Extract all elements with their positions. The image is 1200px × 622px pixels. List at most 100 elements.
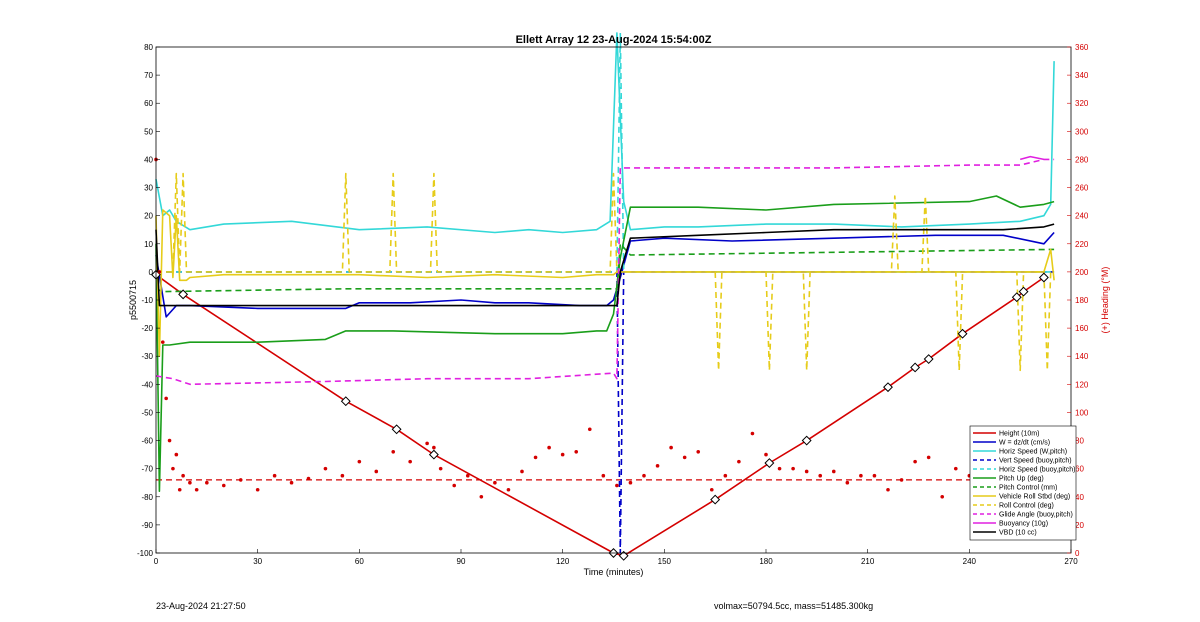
heading-point <box>533 455 538 460</box>
series-line-6 <box>155 243 1055 293</box>
series-line-2 <box>155 32 1055 234</box>
heading-point <box>642 473 646 478</box>
y-tick-label: -90 <box>141 521 153 530</box>
heading-point <box>655 464 660 468</box>
y-tick-label: 10 <box>144 240 153 249</box>
height-marker <box>1018 286 1029 297</box>
legend-entry: Pitch Up (deg) <box>999 476 1044 483</box>
heading-point <box>238 478 243 482</box>
heading-point <box>438 466 443 471</box>
heading-point <box>560 452 565 457</box>
x-tick-label: 210 <box>861 557 875 566</box>
y-right-tick-label: 80 <box>1075 437 1084 446</box>
x-tick-label: 60 <box>355 557 364 566</box>
y-right-tick-label: 180 <box>1075 296 1089 305</box>
heading-point <box>953 466 958 471</box>
legend-entry: Vehicle Roll Stbd (deg) <box>999 494 1070 501</box>
x-tick-label: 90 <box>457 557 466 566</box>
y-right-tick-label: 60 <box>1075 465 1084 474</box>
legend-entry: Roll Control (deg) <box>999 503 1054 510</box>
series-line-0 <box>155 274 1045 557</box>
heading-point <box>221 483 226 488</box>
y-tick-label: 20 <box>144 212 153 221</box>
heading-point <box>177 487 182 492</box>
legend-entry: Vert Speed (buoy,pitch) <box>999 458 1072 465</box>
legend-box <box>969 425 1077 541</box>
series-line-5 <box>155 195 1055 493</box>
y-right-tick-label: 220 <box>1075 240 1089 249</box>
y-axis-left-ticks: -100-90-80-70-60-50-40-30-20-10010203040… <box>137 43 160 558</box>
heading-point <box>160 340 165 344</box>
series-line-3 <box>156 271 1055 554</box>
y-right-tick-label: 120 <box>1075 380 1089 389</box>
footer-vol-mass: volmax=50794.5cc, mass=51485.300kg <box>714 601 874 611</box>
heading-point <box>323 466 328 471</box>
height-marker <box>391 424 402 435</box>
series-line-7 <box>155 209 1055 358</box>
series-line-9 <box>155 158 1055 386</box>
y-tick-label: 50 <box>144 127 153 136</box>
y-tick-label: 0 <box>149 268 154 277</box>
y-axis-right-label: (+) Heading (°M) <box>1100 267 1110 334</box>
x-tick-label: 240 <box>963 557 977 566</box>
height-marker <box>618 550 629 561</box>
heading-point <box>432 445 436 450</box>
x-tick-label: 180 <box>759 557 773 566</box>
heading-point <box>171 466 175 471</box>
height-marker <box>957 328 968 339</box>
y-tick-label: 40 <box>144 155 153 164</box>
heading-point <box>357 459 362 464</box>
heading-point <box>479 494 484 499</box>
series-line-11 <box>155 223 1055 307</box>
x-tick-label: 150 <box>658 557 672 566</box>
heading-point <box>181 473 185 478</box>
y-tick-label: -40 <box>141 380 153 389</box>
y-right-tick-label: 320 <box>1075 99 1089 108</box>
heading-point <box>391 450 396 454</box>
heading-point <box>493 480 497 485</box>
chart-title: Ellett Array 12 23-Aug-2024 15:54:00Z <box>516 34 712 46</box>
height-marker <box>1011 292 1022 303</box>
heading-point <box>587 427 592 432</box>
y-right-tick-label: 160 <box>1075 324 1089 333</box>
x-tick-label: 30 <box>253 557 262 566</box>
series-line-10 <box>1019 155 1045 161</box>
heading-point <box>547 445 551 450</box>
y-axis-right-ticks: 0 20 40 60 80 100 120 140 160 180 200 220 240 260 280 3… <box>1067 43 1089 558</box>
height-marker <box>178 289 189 300</box>
heading-point <box>425 441 429 446</box>
heading-point <box>374 469 379 474</box>
y-right-tick-label: 100 <box>1075 408 1089 417</box>
heading-point <box>188 480 192 485</box>
heading-point <box>615 483 619 488</box>
heading-point <box>764 452 768 457</box>
legend-entry: Horiz Speed (W,pitch) <box>999 449 1067 456</box>
heading-point <box>709 487 714 492</box>
x-tick-label: 270 <box>1064 557 1078 566</box>
heading-point <box>859 473 863 478</box>
heading-point <box>804 469 809 474</box>
heading-point <box>574 450 579 454</box>
heading-point <box>167 438 172 443</box>
y-axis-label: p5500715 <box>128 280 138 320</box>
heading-point <box>194 487 199 492</box>
heading-point <box>272 473 277 478</box>
legend-entry: Buoyancy (10g) <box>999 521 1048 528</box>
height-marker <box>883 382 893 393</box>
heading-point <box>340 473 345 478</box>
heading-point <box>791 466 795 471</box>
heading-point <box>845 480 850 485</box>
heading-point <box>818 473 823 478</box>
heading-point <box>886 487 890 492</box>
heading-point <box>408 459 412 464</box>
heading-point <box>913 459 917 464</box>
y-tick-label: -70 <box>141 465 153 474</box>
y-tick-label: -50 <box>141 408 153 417</box>
heading-point <box>872 473 877 478</box>
heading-point <box>205 480 209 485</box>
y-right-tick-label: 240 <box>1075 212 1089 221</box>
y-tick-label: 30 <box>144 184 153 193</box>
footer-timestamp: 23-Aug-2024 21:27:50 <box>156 601 246 611</box>
heading-point <box>737 459 741 464</box>
